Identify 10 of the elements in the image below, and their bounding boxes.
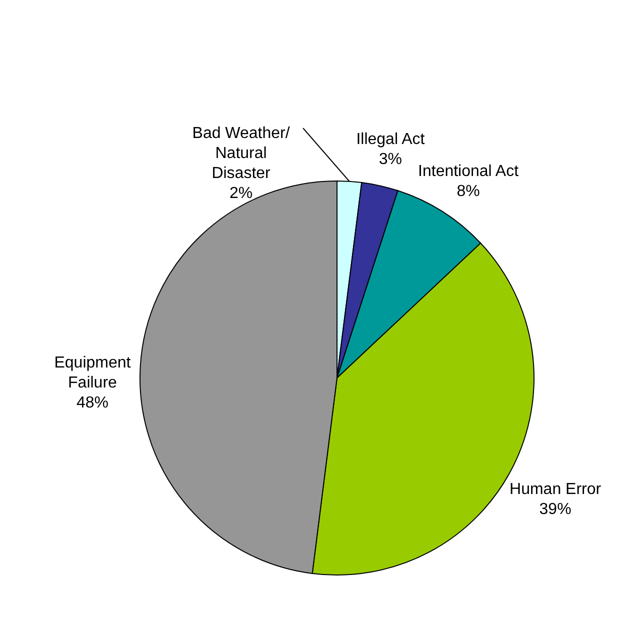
slice-label: Bad Weather/ Natural Disaster	[192, 125, 290, 182]
data-label: 48%	[76, 394, 108, 412]
slice-label: Equipment Failure	[54, 354, 132, 392]
data-label: 3%	[378, 150, 402, 168]
data-label: 8%	[456, 183, 480, 200]
slice-label: Intentional Act	[418, 163, 520, 180]
data-label: 39%	[539, 501, 572, 518]
slice-label: Illegal Act	[356, 130, 426, 148]
data-label: 2%	[229, 185, 253, 202]
slice-label: Human Error	[510, 481, 602, 498]
